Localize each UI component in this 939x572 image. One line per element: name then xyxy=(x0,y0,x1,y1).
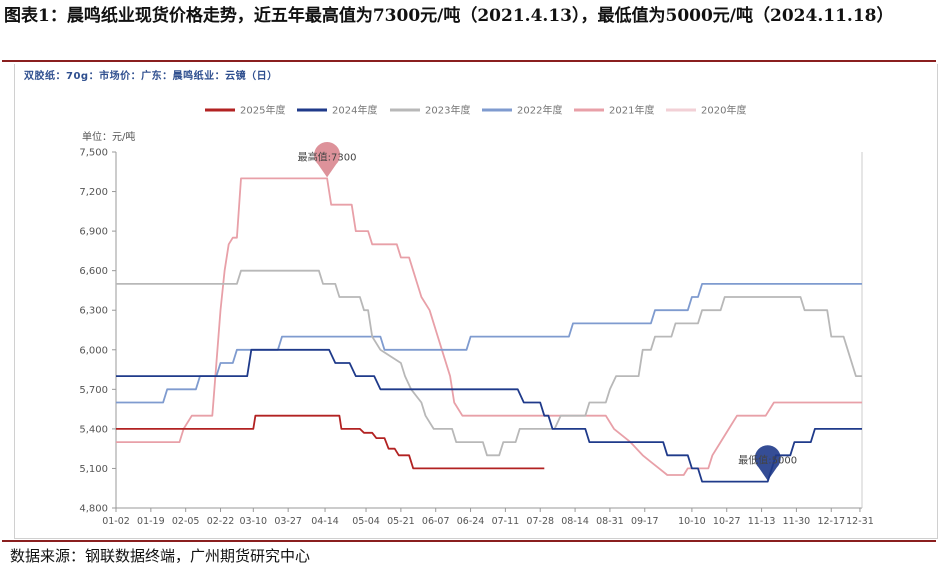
series-line-2021年度 xyxy=(116,177,862,476)
x-tick-label: 06-24 xyxy=(457,516,485,527)
y-tick-label: 4,800 xyxy=(79,504,108,515)
x-tick-label: 12-31 xyxy=(846,516,874,527)
x-tick-label: 06-07 xyxy=(422,516,450,527)
x-tick-label: 11-30 xyxy=(783,516,811,527)
legend-label: 2021年度 xyxy=(609,104,654,117)
series-line-2025年度 xyxy=(116,414,545,470)
x-tick-label: 01-02 xyxy=(102,516,130,527)
y-tick-label: 5,700 xyxy=(79,385,108,396)
y-tick-label: 7,200 xyxy=(79,187,108,198)
annotation-pin xyxy=(314,141,341,178)
x-tick-label: 08-31 xyxy=(596,516,624,527)
annotation-label: 最高值:7300 xyxy=(298,150,357,163)
chart-axes: 4,800 5,100 5,400 5,700 6,000 6,300 6,600 6,900… xyxy=(79,148,873,528)
x-tick-label: 05-04 xyxy=(352,516,380,527)
unit-label: 单位：元/吨 xyxy=(82,132,136,143)
x-tick-label: 01-19 xyxy=(137,516,165,527)
figure-title: 图表1：晨鸣纸业现货价格走势，近五年最高值为7300元/吨（2021.4.13）… xyxy=(4,6,894,26)
y-tick-label: 7,500 xyxy=(79,148,108,159)
y-tick-label: 5,100 xyxy=(79,464,108,475)
legend-label: 2022年度 xyxy=(517,104,562,117)
chart-legend: 2025年度 2024年度 2023年度 2022年度 2021年度 2020年度 xyxy=(205,104,746,117)
x-tick-label: 05-21 xyxy=(387,516,415,527)
x-tick-label: 03-27 xyxy=(274,516,302,527)
y-tick-label: 6,900 xyxy=(79,227,108,238)
annotation-pin xyxy=(754,445,781,481)
legend-label: 2023年度 xyxy=(425,104,470,117)
bottom-rule xyxy=(2,540,936,542)
legend-label: 2024年度 xyxy=(332,104,377,117)
x-tick-label: 09-17 xyxy=(631,516,659,527)
y-tick-label: 6,300 xyxy=(79,306,108,317)
y-tick-label: 6,000 xyxy=(79,345,108,356)
x-tick-label: 02-05 xyxy=(172,516,200,527)
x-tick-label: 10-10 xyxy=(678,516,706,527)
x-tick-label: 07-28 xyxy=(526,516,554,527)
x-tick-label: 12-17 xyxy=(817,516,845,527)
legend-label: 2025年度 xyxy=(240,104,285,117)
source-note: 数据来源：钢联数据终端，广州期货研究中心 xyxy=(10,547,311,565)
x-tick-label: 08-14 xyxy=(561,516,589,527)
chart-annotations: 最高值:7300 最低值:5000 xyxy=(298,141,797,481)
x-tick-label: 10-27 xyxy=(713,516,741,527)
annotation-label: 最低值:5000 xyxy=(738,454,797,467)
y-tick-label: 5,400 xyxy=(79,424,108,435)
y-tick-label: 6,600 xyxy=(79,266,108,277)
x-tick-label: 07-11 xyxy=(492,516,520,527)
x-tick-label: 04-14 xyxy=(311,516,339,527)
top-rule xyxy=(2,60,936,62)
x-tick-label: 03-10 xyxy=(240,516,268,527)
x-tick-label: 11-13 xyxy=(748,516,776,527)
chart-subtitle: 双胶纸：70g：市场价：广东：晨鸣纸业：云镜（日） xyxy=(24,71,278,82)
chart-series xyxy=(116,177,862,483)
legend-label: 2020年度 xyxy=(701,104,746,117)
x-tick-label: 02-22 xyxy=(207,516,235,527)
series-line-2023年度 xyxy=(116,269,862,457)
chart-panel xyxy=(14,64,938,539)
series-line-2022年度 xyxy=(116,283,862,404)
